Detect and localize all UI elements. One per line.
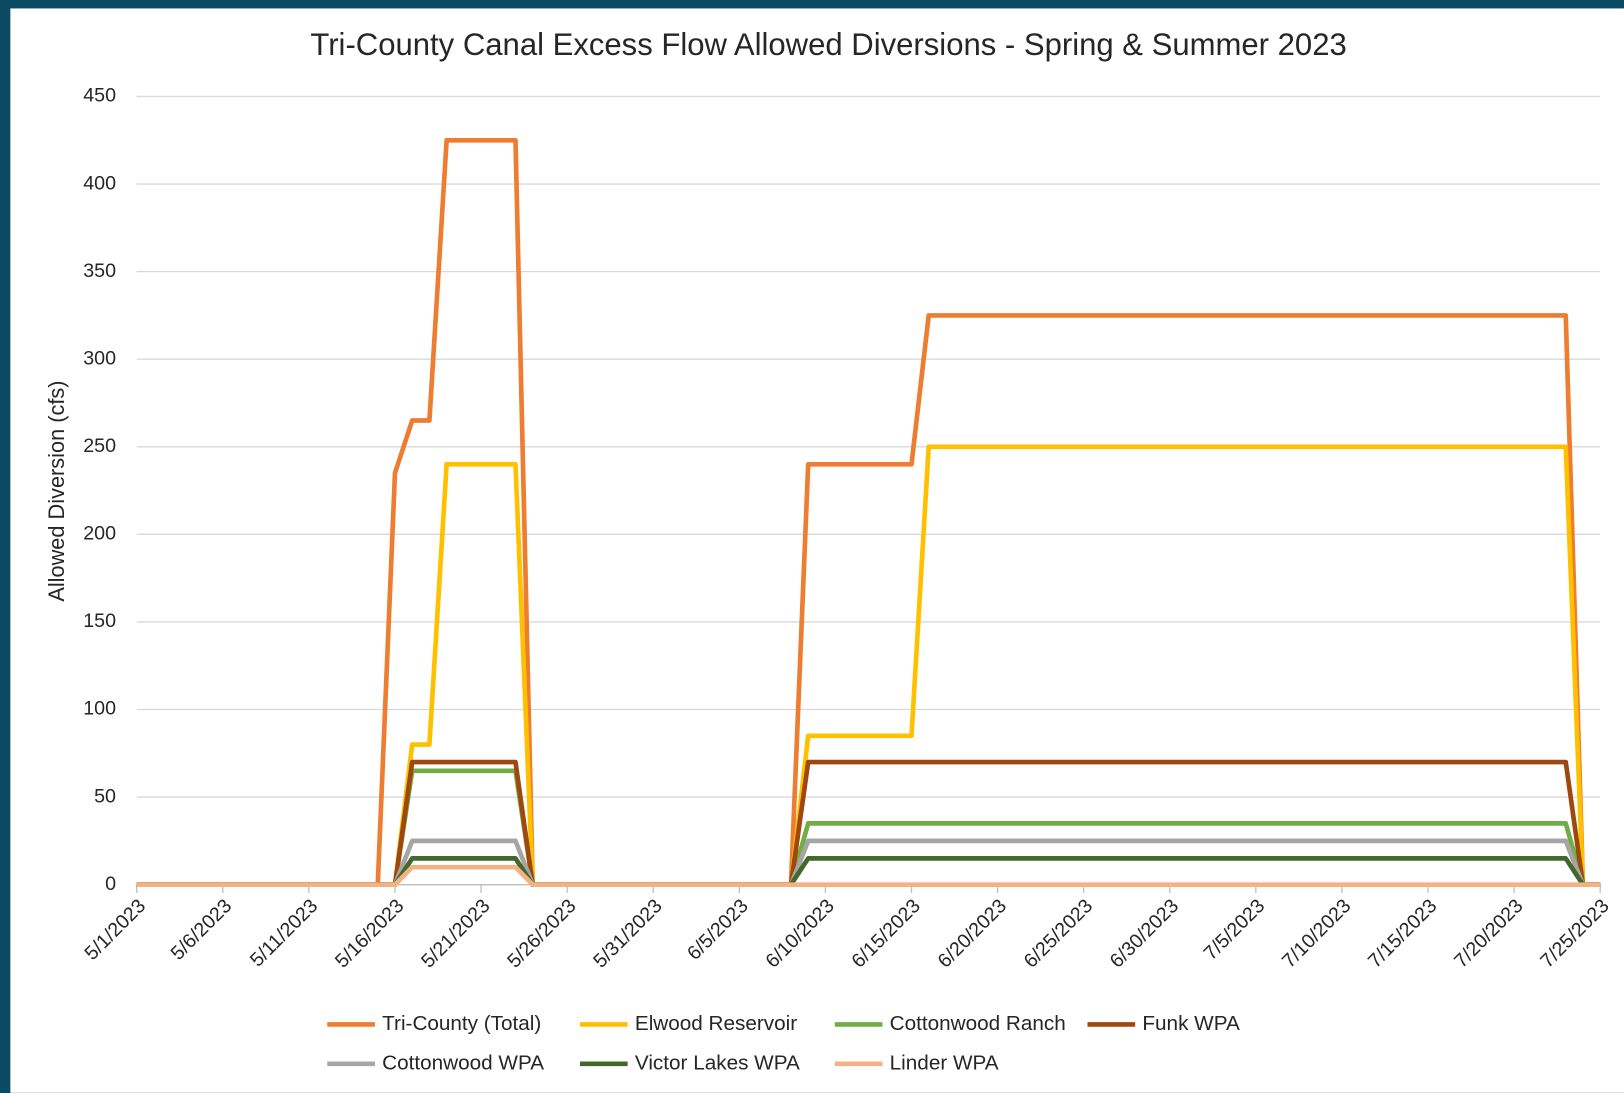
y-tick-label: 300: [83, 347, 116, 369]
chart-area: [10, 8, 1624, 1093]
series-line: [136, 864, 1601, 887]
y-tick-label: 50: [94, 785, 116, 807]
y-tick-label: 350: [83, 260, 116, 282]
legend-label: Tri-County (Total): [382, 1012, 541, 1035]
y-tick-label: 200: [83, 523, 116, 545]
legend-label: Elwood Reservoir: [635, 1012, 797, 1035]
chart-title: Tri-County Canal Excess Flow Allowed Div…: [310, 27, 1346, 62]
y-tick-label: 150: [83, 610, 116, 632]
y-tick-label: 250: [83, 435, 116, 457]
legend-label: Victor Lakes WPA: [635, 1051, 800, 1074]
y-tick-label: 0: [105, 873, 116, 895]
legend-label: Cottonwood WPA: [382, 1051, 544, 1074]
y-axis-label: Allowed Diversion (cfs): [44, 380, 69, 601]
y-tick-label: 100: [83, 698, 116, 720]
legend-label: Funk WPA: [1142, 1012, 1240, 1035]
y-tick-label: 450: [83, 85, 116, 107]
legend-label: Cottonwood Ranch: [890, 1012, 1066, 1035]
legend-label: Linder WPA: [890, 1051, 999, 1074]
y-tick-label: 400: [83, 172, 116, 194]
